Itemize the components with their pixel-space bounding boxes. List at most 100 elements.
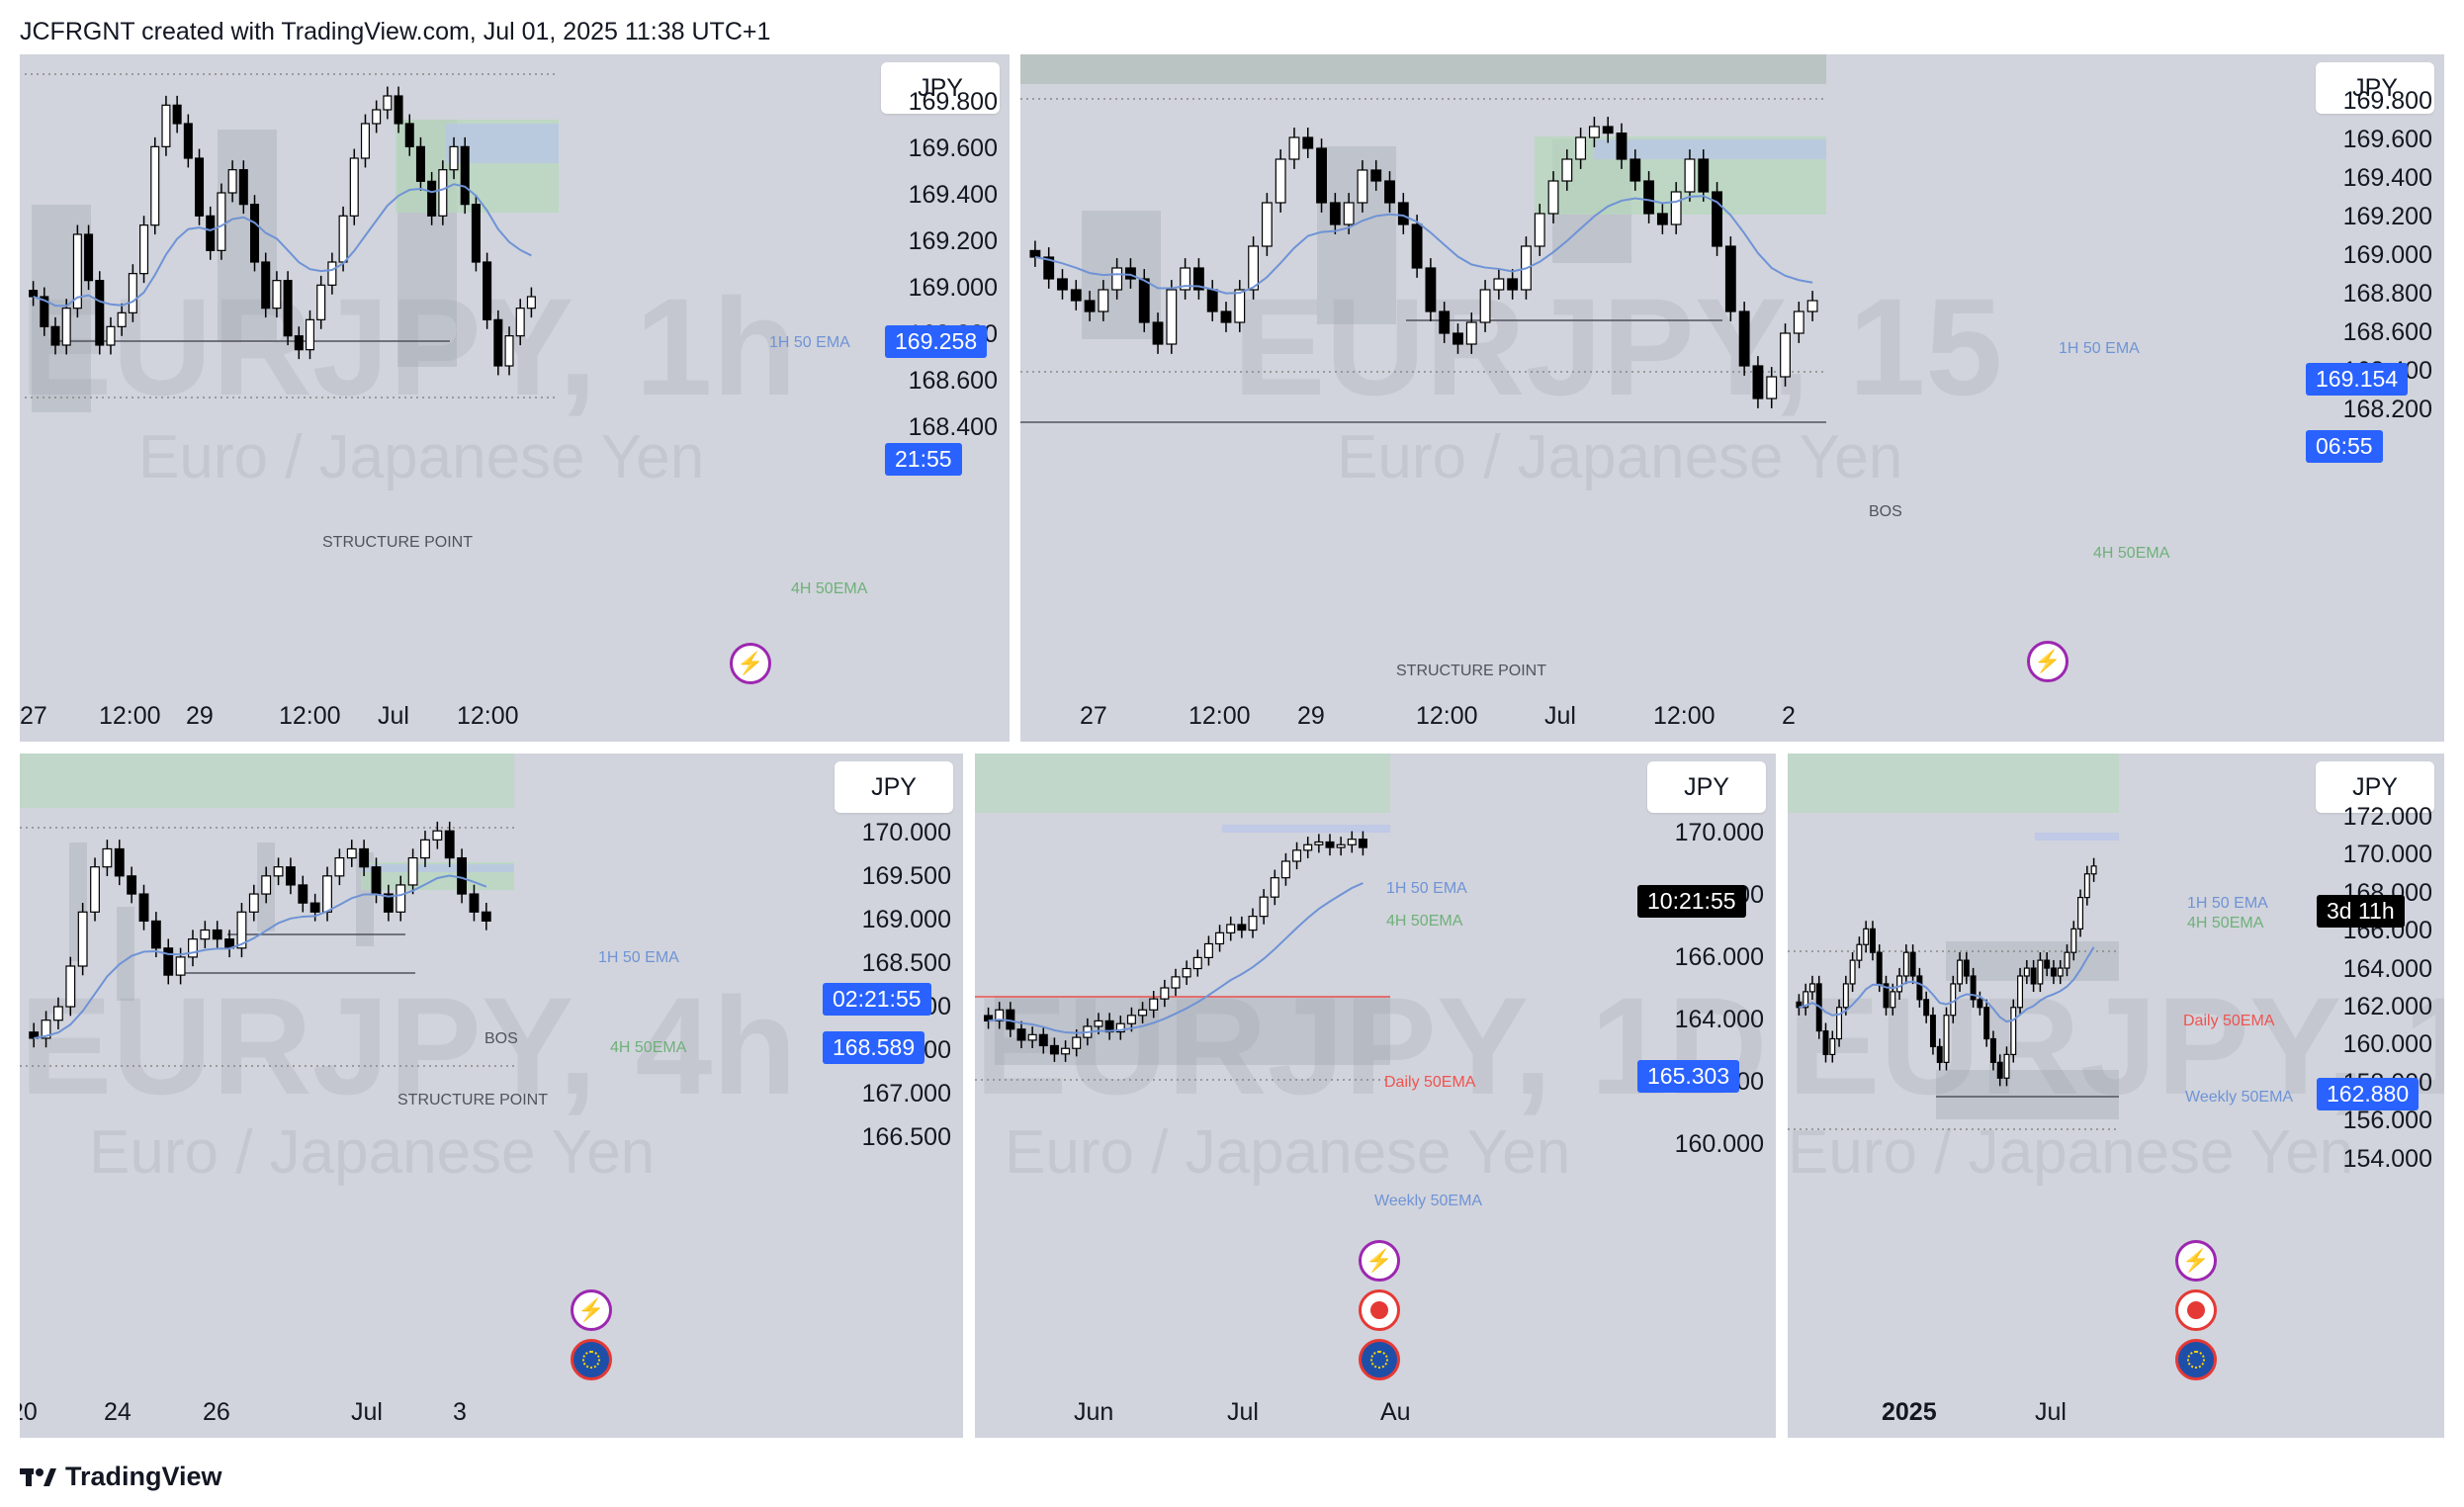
candle bbox=[1072, 1036, 1082, 1049]
eu-flag-icon[interactable] bbox=[2175, 1339, 2217, 1380]
candle bbox=[249, 204, 260, 263]
candle bbox=[52, 1006, 63, 1021]
y-tick-label: 170.000 bbox=[861, 819, 951, 846]
candle bbox=[349, 157, 359, 217]
candle bbox=[1343, 202, 1355, 225]
candle bbox=[1712, 191, 1722, 247]
lightning-icon[interactable]: ⚡ bbox=[2027, 641, 2068, 682]
candle bbox=[2017, 975, 2024, 1009]
candle bbox=[1829, 1037, 1836, 1056]
chart-panel-1d[interactable]: EURJPY, 1D Euro / Japanese Yen JPY 170.0… bbox=[975, 754, 1776, 1438]
chart-panel-1w[interactable]: EURJPY, 1W Euro / Japanese Yen JPY 172.0… bbox=[1788, 754, 2444, 1438]
candle bbox=[212, 929, 222, 940]
x-tick-label: 12:00 bbox=[457, 702, 519, 730]
candle bbox=[449, 145, 459, 171]
currency-button[interactable]: JPY bbox=[2316, 62, 2434, 114]
lightning-icon[interactable]: ⚡ bbox=[2175, 1240, 2217, 1282]
candle bbox=[138, 893, 149, 923]
candle bbox=[504, 335, 514, 367]
candle bbox=[1602, 126, 1614, 134]
label-weekly-ema: Weekly 50EMA bbox=[2185, 1089, 2294, 1106]
lightning-icon[interactable]: ⚡ bbox=[571, 1289, 612, 1331]
record-icon[interactable] bbox=[1359, 1289, 1400, 1331]
chart-panel-1h[interactable]: EURJPY, 1h Euro / Japanese Yen JPY 169.8… bbox=[20, 54, 1010, 742]
chart-panel-15m[interactable]: EURJPY, 15 Euro / Japanese Yen JPY 169.8… bbox=[1020, 54, 2444, 742]
currency-button[interactable]: JPY bbox=[835, 761, 953, 813]
candle bbox=[1803, 991, 1809, 1009]
candle bbox=[50, 325, 60, 346]
candle bbox=[1996, 1061, 2003, 1079]
currency-button[interactable]: JPY bbox=[1647, 761, 1766, 813]
candle bbox=[469, 893, 480, 913]
x-tick-label: 27 bbox=[1080, 702, 1107, 730]
candle bbox=[1808, 983, 1815, 993]
zone-top bbox=[1020, 54, 1826, 84]
price-plot bbox=[1788, 754, 2119, 1130]
watermark-description: Euro / Japanese Yen bbox=[1337, 423, 1903, 491]
lightning-icon[interactable]: ⚡ bbox=[1359, 1240, 1400, 1282]
watermark-symbol: EURJPY, 4h bbox=[20, 968, 797, 1123]
candle bbox=[1275, 158, 1286, 204]
header-attribution: JCFRGNT created with TradingView.com, Ju… bbox=[20, 18, 771, 45]
currency-button[interactable]: JPY bbox=[881, 62, 1000, 114]
candle bbox=[481, 911, 491, 923]
candle bbox=[444, 830, 455, 859]
candle bbox=[515, 308, 525, 337]
candle bbox=[2064, 951, 2070, 969]
candle bbox=[383, 95, 393, 111]
ema-line bbox=[988, 882, 1364, 1034]
candle bbox=[1684, 158, 1696, 193]
candle bbox=[1806, 300, 1818, 312]
candle bbox=[2070, 928, 2077, 953]
label-structure-point: STRUCTURE POINT bbox=[1396, 663, 1546, 679]
candle bbox=[114, 847, 125, 877]
eu-flag-icon[interactable] bbox=[571, 1339, 612, 1380]
candle bbox=[493, 318, 503, 367]
candle bbox=[1863, 928, 1870, 945]
candle bbox=[471, 204, 481, 263]
candle bbox=[1138, 1009, 1148, 1017]
record-icon[interactable] bbox=[2175, 1289, 2217, 1331]
label-bos: BOS bbox=[1869, 503, 1902, 520]
x-tick-label: 26 bbox=[203, 1398, 230, 1426]
label-4h-ema: 4H 50EMA bbox=[1386, 913, 1463, 930]
candle bbox=[150, 920, 161, 949]
label-structure-point: STRUCTURE POINT bbox=[322, 534, 473, 551]
candle bbox=[432, 830, 443, 841]
candle bbox=[227, 169, 237, 194]
y-tick-label: 169.000 bbox=[2342, 241, 2432, 269]
candle bbox=[1849, 959, 1856, 985]
y-tick-label: 170.000 bbox=[1674, 819, 1764, 846]
candle bbox=[294, 335, 304, 351]
candle bbox=[1977, 999, 1983, 1009]
candle bbox=[1029, 249, 1041, 258]
candle bbox=[285, 866, 296, 886]
candle bbox=[1902, 951, 1909, 977]
candle bbox=[383, 893, 394, 913]
x-tick-label: 27 bbox=[20, 702, 47, 730]
footer-brand[interactable]: TradingView bbox=[20, 1462, 222, 1492]
currency-button[interactable]: JPY bbox=[2316, 761, 2434, 813]
label-1h-ema: 1H 50 EMA bbox=[2187, 895, 2268, 912]
y-tick-label: 169.800 bbox=[908, 88, 998, 116]
candle bbox=[77, 911, 88, 967]
label-4h-ema: 4H 50EMA bbox=[2187, 915, 2264, 931]
y-tick-label: 166.000 bbox=[1674, 943, 1764, 971]
x-tick-label: 2025 bbox=[1882, 1398, 1937, 1426]
candle bbox=[261, 261, 271, 310]
candle bbox=[1261, 202, 1273, 247]
candle bbox=[1561, 158, 1573, 182]
x-tick-label: 29 bbox=[186, 702, 214, 730]
y-tick-label: 169.600 bbox=[2342, 126, 2432, 153]
candle bbox=[1288, 136, 1300, 160]
lightning-icon[interactable]: ⚡ bbox=[730, 643, 771, 684]
candle bbox=[1027, 1033, 1037, 1041]
candle bbox=[1043, 256, 1055, 280]
eu-flag-icon[interactable] bbox=[1359, 1339, 1400, 1380]
label-4h-ema: 4H 50EMA bbox=[610, 1039, 687, 1056]
y-tick-label: 162.000 bbox=[2342, 993, 2432, 1020]
ema-line bbox=[1034, 195, 1813, 295]
chart-panel-4h[interactable]: EURJPY, 4h Euro / Japanese Yen JPY 170.0… bbox=[20, 754, 963, 1438]
candle bbox=[1325, 841, 1335, 848]
y-tick-label: 168.500 bbox=[861, 949, 951, 977]
